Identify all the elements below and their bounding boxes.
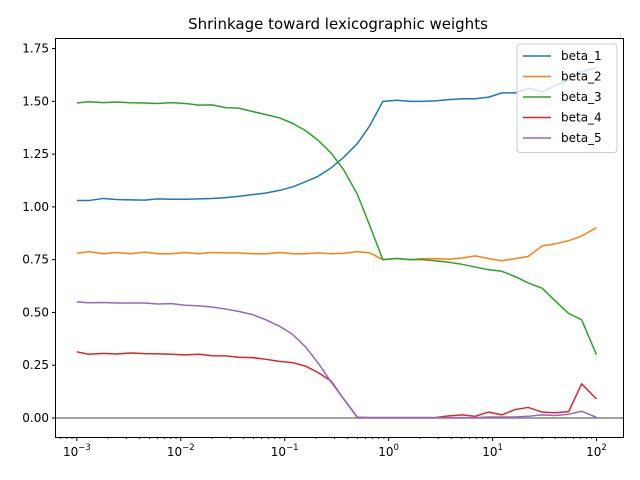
legend-label-beta-2: beta_2 [561,70,602,84]
legend-label-beta-4: beta_4 [561,111,602,125]
axes: 0.00 0.25 0.50 0.75 1.00 1.25 1.50 1.75 10−3 10−2… [22,42,607,459]
legend-label-beta-1: beta_1 [561,49,602,63]
plot-area [56,66,623,419]
y-tick-label: 0.75 [22,253,49,267]
y-tick-label: 1.25 [22,147,49,161]
y-tick-label: 0.50 [22,305,49,319]
plot-frame [55,38,624,438]
legend-box [516,43,618,153]
legend-label-beta-5: beta_5 [561,131,602,145]
x-tick-label: 101 [482,443,503,459]
x-tick-label: 102 [586,443,607,459]
series-line-beta-5 [76,301,597,419]
chart-title: Shrinkage toward lexicographic weights [188,15,488,33]
y-tick-label: 1.75 [22,42,49,56]
y-tick-label: 1.00 [22,200,49,214]
legend: beta_1 beta_2 beta_3 beta_4 beta_5 [516,43,618,153]
x-tick-label: 10−2 [167,443,195,459]
series-line-beta-2 [76,226,597,262]
x-tick-label: 100 [378,443,399,459]
y-tick-label: 0.00 [22,411,49,425]
legend-label-beta-3: beta_3 [561,90,602,104]
y-tick-label: 0.25 [22,358,49,372]
y-tick-label: 1.50 [22,94,49,108]
series-line-beta-3 [76,101,598,355]
x-tick-label: 10−1 [271,443,299,459]
x-tick-label: 10−3 [63,443,91,459]
